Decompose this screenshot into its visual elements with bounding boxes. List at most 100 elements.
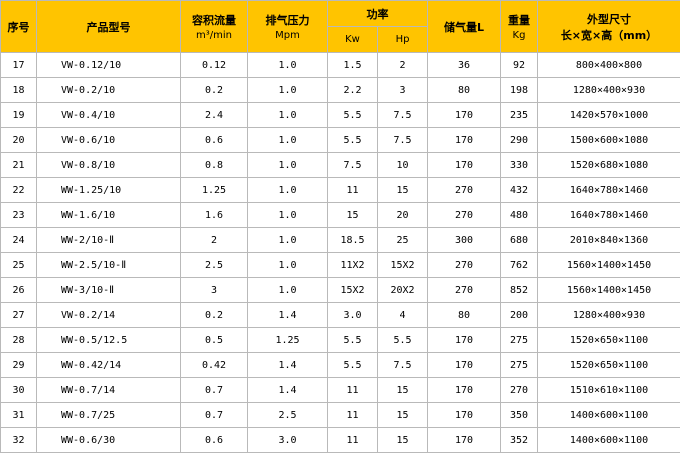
table-cell: VW-0.8/10 bbox=[36, 152, 181, 178]
table-cell: 0.8 bbox=[180, 152, 248, 178]
table-cell: 852 bbox=[500, 277, 538, 303]
table-cell: 300 bbox=[427, 227, 501, 253]
table-cell: 11 bbox=[327, 402, 378, 428]
table-cell: 270 bbox=[500, 377, 538, 403]
table-cell: 1520×650×1100 bbox=[537, 327, 680, 353]
table-cell: 170 bbox=[427, 127, 501, 153]
table-cell: WW-0.42/14 bbox=[36, 352, 181, 378]
table-cell: 0.7 bbox=[180, 402, 248, 428]
table-cell: 0.6 bbox=[180, 427, 248, 453]
table-cell: 170 bbox=[427, 102, 501, 128]
table-cell: 3 bbox=[377, 77, 428, 103]
table-cell: 1.6 bbox=[180, 202, 248, 228]
table-cell: 31 bbox=[0, 402, 37, 428]
table-cell: 1640×780×1460 bbox=[537, 202, 680, 228]
table-cell: 7.5 bbox=[377, 102, 428, 128]
table-cell: 27 bbox=[0, 302, 37, 328]
table-cell: 1.4 bbox=[247, 377, 328, 403]
table-cell: 25 bbox=[377, 227, 428, 253]
table-cell: 5.5 bbox=[327, 352, 378, 378]
table-cell: 1500×600×1080 bbox=[537, 127, 680, 153]
table-cell: 170 bbox=[427, 377, 501, 403]
table-cell: 1520×650×1100 bbox=[537, 352, 680, 378]
table-cell: 29 bbox=[0, 352, 37, 378]
table-cell: 1.0 bbox=[247, 52, 328, 78]
table-cell: 11 bbox=[327, 377, 378, 403]
table-cell: 18.5 bbox=[327, 227, 378, 253]
table-cell: 2.4 bbox=[180, 102, 248, 128]
table-body: 17 VW-0.12/10 0.12 1.0 1.5 2 36 92 800×400×800 18… bbox=[0, 52, 680, 453]
table-cell: WW-1.6/10 bbox=[36, 202, 181, 228]
table-cell: 11 bbox=[327, 177, 378, 203]
table-cell: 762 bbox=[500, 252, 538, 278]
table-cell: 92 bbox=[500, 52, 538, 78]
table-cell: 1400×600×1100 bbox=[537, 402, 680, 428]
table-cell: 1.0 bbox=[247, 252, 328, 278]
table-row: 19 VW-0.4/10 2.4 1.0 5.5 7.5 170 235 1420×570×10… bbox=[0, 102, 680, 128]
table-cell: 800×400×800 bbox=[537, 52, 680, 78]
table-row: 20 VW-0.6/10 0.6 1.0 5.5 7.5 170 290 1500×600×10… bbox=[0, 127, 680, 153]
table-cell: 198 bbox=[500, 77, 538, 103]
table-cell: 680 bbox=[500, 227, 538, 253]
table-cell: 0.7 bbox=[180, 377, 248, 403]
table-cell: 200 bbox=[500, 302, 538, 328]
table-cell: 15X2 bbox=[327, 277, 378, 303]
table-cell: VW-0.2/10 bbox=[36, 77, 181, 103]
header-unit: Mpm bbox=[275, 30, 300, 41]
table-cell: 2.5 bbox=[180, 252, 248, 278]
table-cell: 1.0 bbox=[247, 227, 328, 253]
table-row: 25 WW-2.5/10-Ⅱ 2.5 1.0 11X2 15X2 270 762 1560×14… bbox=[0, 252, 680, 278]
table-cell: 275 bbox=[500, 352, 538, 378]
table-cell: 22 bbox=[0, 177, 37, 203]
table-cell: WW-0.5/12.5 bbox=[36, 327, 181, 353]
table-row: 17 VW-0.12/10 0.12 1.0 1.5 2 36 92 800×400×800 bbox=[0, 52, 680, 78]
table-row: 22 WW-1.25/10 1.25 1.0 11 15 270 432 1640×780×14… bbox=[0, 177, 680, 203]
table-cell: 170 bbox=[427, 402, 501, 428]
table-cell: 2 bbox=[180, 227, 248, 253]
table-cell: 1400×600×1100 bbox=[537, 427, 680, 453]
table-cell: 350 bbox=[500, 402, 538, 428]
table-cell: 15 bbox=[377, 402, 428, 428]
table-cell: 270 bbox=[427, 252, 501, 278]
table-row: 26 WW-3/10-Ⅱ 3 1.0 15X2 20X2 270 852 1560×1400×1… bbox=[0, 277, 680, 303]
table-cell: 32 bbox=[0, 427, 37, 453]
table-cell: 170 bbox=[427, 152, 501, 178]
table-cell: 1.4 bbox=[247, 352, 328, 378]
table-cell: WW-3/10-Ⅱ bbox=[36, 277, 181, 303]
table-cell: 1520×680×1080 bbox=[537, 152, 680, 178]
table-cell: 26 bbox=[0, 277, 37, 303]
table-cell: 5.5 bbox=[327, 102, 378, 128]
header-text: 重量 bbox=[508, 14, 530, 27]
table-cell: WW-0.7/25 bbox=[36, 402, 181, 428]
table-cell: 2010×840×1360 bbox=[537, 227, 680, 253]
table-cell: 290 bbox=[500, 127, 538, 153]
table-cell: 270 bbox=[427, 277, 501, 303]
table-row: 21 VW-0.8/10 0.8 1.0 7.5 10 170 330 1520×680×108… bbox=[0, 152, 680, 178]
table-cell: 1.0 bbox=[247, 102, 328, 128]
table-cell: WW-0.6/30 bbox=[36, 427, 181, 453]
table-cell: 1.0 bbox=[247, 77, 328, 103]
table-cell: 15 bbox=[377, 377, 428, 403]
table-cell: 0.6 bbox=[180, 127, 248, 153]
table-cell: 0.5 bbox=[180, 327, 248, 353]
table-cell: 1.0 bbox=[247, 127, 328, 153]
table-cell: 18 bbox=[0, 77, 37, 103]
table-cell: 1420×570×1000 bbox=[537, 102, 680, 128]
header-unit: Kg bbox=[512, 30, 526, 41]
table-row: 24 WW-2/10-Ⅱ 2 1.0 18.5 25 300 680 2010×840×1360 bbox=[0, 227, 680, 253]
table-cell: 10 bbox=[377, 152, 428, 178]
table-cell: 15 bbox=[377, 177, 428, 203]
header-text: 排气压力 bbox=[265, 14, 310, 27]
table-cell: 270 bbox=[427, 202, 501, 228]
table-cell: 15X2 bbox=[377, 252, 428, 278]
table-cell: 28 bbox=[0, 327, 37, 353]
table-cell: 2.5 bbox=[247, 402, 328, 428]
table-cell: 275 bbox=[500, 327, 538, 353]
table-cell: 15 bbox=[377, 427, 428, 453]
table-cell: 3.0 bbox=[327, 302, 378, 328]
table-cell: 1.0 bbox=[247, 277, 328, 303]
header-cell: 序号 bbox=[0, 0, 37, 53]
table-cell: 235 bbox=[500, 102, 538, 128]
table-cell: 352 bbox=[500, 427, 538, 453]
table-cell: 1.4 bbox=[247, 302, 328, 328]
